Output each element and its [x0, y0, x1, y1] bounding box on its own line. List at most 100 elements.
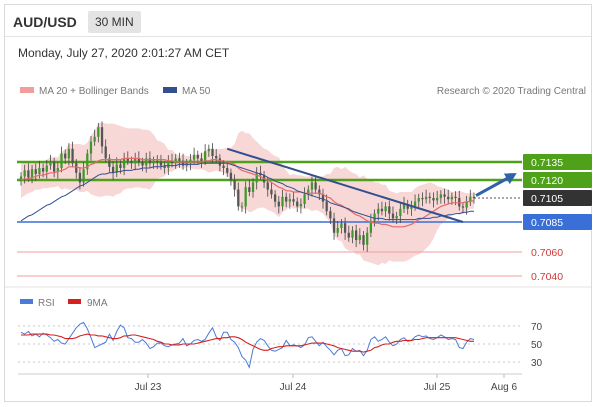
- candle-body: [366, 232, 369, 245]
- candle-body: [75, 163, 78, 173]
- candle-body: [174, 158, 177, 164]
- candle-body: [351, 230, 354, 238]
- ma50-legend-swatch: [163, 87, 177, 93]
- candle-body: [296, 201, 299, 207]
- candle-body: [421, 198, 424, 200]
- candle-body: [170, 160, 174, 164]
- candle-body: [115, 164, 118, 173]
- candle-body: [159, 162, 163, 166]
- candle-body: [211, 148, 214, 156]
- candle-body: [380, 208, 384, 212]
- candle-body: [332, 218, 336, 233]
- candle-body: [428, 196, 431, 198]
- projection-arrow-head: [503, 173, 517, 185]
- candle-body: [413, 201, 417, 207]
- support-label: 0.7085: [531, 217, 563, 229]
- candle-body: [178, 158, 181, 161]
- candle-body: [23, 170, 26, 177]
- support-label-box: [523, 214, 592, 230]
- candle-body: [292, 199, 295, 202]
- candle-body: [218, 158, 222, 166]
- candle-body: [399, 208, 402, 216]
- timeframe-tab[interactable]: 30 MIN: [88, 11, 141, 33]
- candle-body: [67, 148, 71, 159]
- candle-body: [163, 165, 166, 168]
- candle-body: [134, 158, 137, 164]
- candle-body: [226, 168, 229, 173]
- candle-body: [204, 151, 207, 161]
- candle-body: [439, 194, 442, 198]
- candle-body: [436, 198, 439, 201]
- ma50-legend-label: MA 50: [182, 86, 211, 97]
- candle-body: [108, 158, 111, 167]
- candle-body: [240, 206, 244, 208]
- candle-body: [237, 189, 240, 207]
- x-tick-label: Jul 25: [424, 382, 451, 393]
- rsi-tick-label: 30: [531, 358, 543, 369]
- candle-body: [329, 211, 332, 219]
- ma20-legend-label: MA 20 + Bollinger Bands: [39, 86, 149, 97]
- candle-body: [388, 206, 391, 214]
- candle-body: [100, 127, 104, 147]
- candle-body: [443, 194, 446, 197]
- candle-body: [82, 169, 85, 183]
- projection-arrow-shaft: [475, 176, 509, 197]
- candle-body: [248, 187, 251, 192]
- bollinger-band-area: [21, 122, 474, 266]
- candle-body: [465, 201, 468, 208]
- candle-body: [222, 165, 225, 168]
- candle-body: [318, 189, 321, 195]
- candle-body: [53, 162, 56, 172]
- candle-body: [336, 228, 339, 233]
- candle-body: [200, 158, 203, 161]
- candle-body: [119, 164, 122, 168]
- candle-body: [307, 189, 310, 195]
- candle-body: [41, 168, 45, 172]
- candle-body: [273, 194, 277, 202]
- bearish-trendline: [226, 147, 464, 223]
- candle-body: [343, 223, 347, 233]
- rsi-line: [20, 321, 475, 369]
- candle-body: [93, 136, 96, 142]
- rsi-legend-swatch: [20, 299, 33, 304]
- candle-body: [391, 213, 395, 219]
- candle-body: [104, 146, 107, 159]
- current-label-box: [523, 190, 592, 206]
- candle-body: [89, 141, 93, 154]
- candle-body: [141, 162, 144, 166]
- candle-body: [60, 153, 63, 168]
- rsi-tick-label: 70: [531, 322, 543, 333]
- rsi-ma-legend-label: 9MA: [87, 298, 108, 309]
- candle-body: [362, 235, 365, 245]
- rsi-tick-label: 50: [531, 340, 543, 351]
- candle-body: [207, 148, 210, 152]
- resistance-label-box: [523, 154, 592, 170]
- candle-body: [196, 154, 199, 159]
- candle-body: [281, 196, 284, 207]
- candle-body: [56, 168, 59, 172]
- candle-body: [395, 216, 398, 219]
- timestamp: Monday, July 27, 2020 2:01:27 AM CET: [18, 46, 230, 60]
- candle-body: [373, 213, 376, 221]
- rsi-ma-line: [21, 333, 474, 353]
- candle-body: [358, 235, 361, 240]
- candle-body: [181, 160, 185, 166]
- candle-body: [432, 198, 435, 201]
- candle-body: [469, 196, 472, 202]
- candle-body: [34, 169, 37, 174]
- candle-body: [314, 182, 317, 190]
- candle-body: [424, 196, 428, 200]
- candle-body: [355, 230, 358, 240]
- candle-body: [229, 172, 233, 180]
- credit-text: Research © 2020 Trading Central: [437, 86, 586, 97]
- candle-body: [145, 158, 148, 166]
- candle-body: [233, 180, 236, 190]
- candle-body: [71, 148, 74, 164]
- candle-body: [299, 204, 303, 207]
- candle-body: [461, 206, 465, 208]
- resistance-label: 0.7135: [531, 157, 563, 169]
- currency-pair-title: AUD/USD: [13, 14, 77, 30]
- candle-body: [27, 170, 30, 178]
- candle-body: [266, 182, 269, 190]
- candle-body: [30, 169, 34, 178]
